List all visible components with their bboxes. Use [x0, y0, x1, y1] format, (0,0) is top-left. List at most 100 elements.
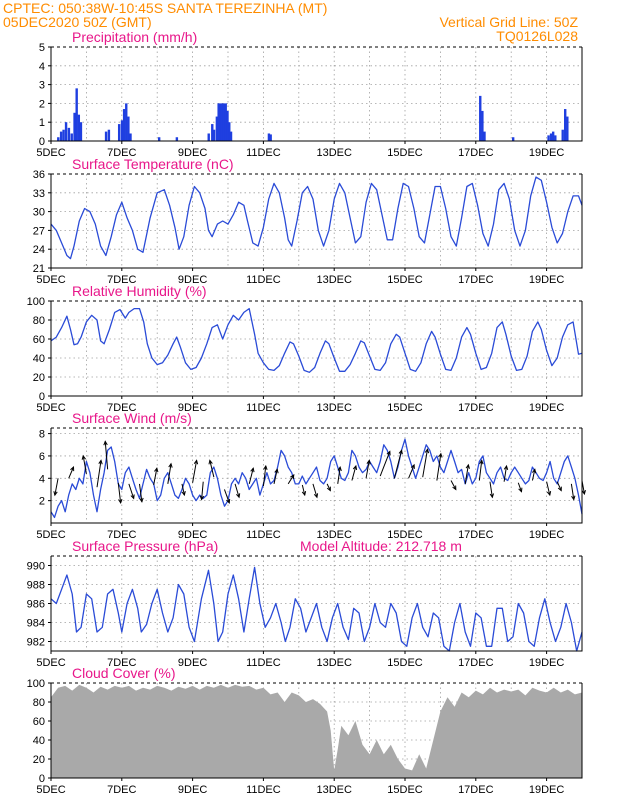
precip-bar — [549, 133, 553, 141]
temp-xtick-label: 17DEC — [458, 274, 494, 286]
wind-vector-head — [337, 465, 342, 472]
wind-vector-head — [438, 452, 443, 458]
wind-vector-shaft — [96, 460, 102, 488]
temp-series-line — [50, 176, 583, 260]
pressure-panel: 982 984 986 988 990 5DEC 7DEC 9DEC 11DEC 13DEC 15D… — [27, 538, 583, 669]
rh-xtick-label: 15DEC — [387, 402, 423, 414]
wind-vector-head — [546, 491, 552, 497]
wind-vector-head — [571, 495, 576, 501]
header-model-id: TQ0126L028 — [496, 28, 578, 44]
wind-xtick-label: 17DEC — [458, 529, 494, 541]
rh-ytick-label: 100 — [27, 296, 45, 308]
precip-bar — [566, 116, 569, 141]
wind-vector-shaft — [82, 455, 87, 474]
pressure-xtick-label: 11DEC — [246, 657, 281, 669]
wind-vector-head — [503, 464, 509, 470]
wind-xtick-label: 5DEC — [36, 529, 65, 541]
wind-vector-head — [139, 497, 144, 503]
wind-vector-head — [70, 466, 75, 472]
wind-vector-shaft — [531, 469, 536, 481]
precip-bar — [212, 129, 216, 141]
cloud-xtick-label: 9DEC — [178, 784, 207, 796]
temp-ytick-label: 30 — [33, 207, 45, 219]
cloud-xtick-label: 7DEC — [107, 784, 136, 796]
rh-xtick-label: 17DEC — [458, 402, 494, 414]
wind-xtick-label: 15DEC — [387, 529, 423, 541]
pressure-ytick-label: 990 — [27, 561, 45, 573]
temp-panel: 21 24 27 30 33 36 5DEC 7DEC 9DEC 11DEC 13DEC 15DEC 1… — [33, 156, 583, 286]
wind-vector-head — [208, 459, 213, 465]
panels: 0 1 2 3 4 5 5DEC 7DEC 9DEC 11DEC 13DEC 15DEC 17DEC 19… — [27, 29, 586, 796]
precip-frame — [50, 47, 583, 142]
pressure-xtick-label: 7DEC — [107, 657, 136, 669]
wind-vector-shaft — [128, 483, 135, 499]
wind-vector-shaft — [556, 481, 562, 491]
wind-vector-shaft — [379, 451, 391, 477]
cloud-area — [51, 684, 582, 778]
wind-vector-shaft — [262, 465, 267, 487]
precip-bar — [117, 124, 121, 141]
temp-xtick-label: 5DEC — [36, 274, 65, 286]
pressure-frame — [50, 556, 583, 652]
pressure-xtick-label: 9DEC — [178, 657, 207, 669]
wind-vector-head — [274, 468, 279, 474]
temp-xtick-label: 19DEC — [529, 274, 565, 286]
wind-vector-shaft — [301, 484, 306, 496]
precip-bar — [483, 131, 486, 141]
cloud-panel: 0 20 40 60 80 100 5DEC 7DEC 9DEC 11DEC 13DEC 15DEC 1… — [27, 665, 583, 796]
wind-vector-head — [290, 473, 295, 479]
wind-vector-shaft — [234, 483, 240, 498]
temp-ytick-label: 21 — [33, 263, 45, 275]
wind-xtick-label: 13DEC — [316, 529, 352, 541]
precip-bar — [561, 129, 564, 141]
wind-vector-head — [398, 449, 403, 455]
wind-vector-shaft — [54, 478, 59, 496]
rh-xtick-label: 7DEC — [107, 402, 136, 414]
wind-vector-shaft — [503, 465, 508, 482]
wind-vector-head — [479, 459, 484, 465]
precip-ytick-label: 2 — [39, 98, 45, 110]
rh-ytick-label: 40 — [33, 353, 45, 365]
cloud-frame — [50, 683, 583, 779]
wind-vector-shaft — [248, 468, 254, 485]
precip-bar — [547, 135, 550, 141]
wind-vector-shaft — [464, 464, 469, 484]
precip-xtick-label: 13DEC — [316, 147, 352, 159]
cloud-title: Cloud Cover (%) — [72, 665, 175, 681]
wind-title: Surface Wind (m/s) — [72, 410, 192, 426]
wind-xtick-label: 19DEC — [529, 529, 565, 541]
wind-ytick-label: 2 — [39, 496, 45, 508]
wind-vector-shaft — [517, 482, 522, 492]
precip-bar — [228, 122, 231, 141]
wind-vector-head — [154, 467, 159, 473]
rh-title: Relative Humidity (%) — [72, 283, 207, 299]
precip-bar — [125, 103, 128, 141]
precip-bar — [104, 131, 108, 141]
precip-bar — [224, 103, 227, 141]
precip-bar — [67, 127, 71, 141]
wind-vector-shaft — [450, 480, 457, 490]
precip-bar — [122, 109, 126, 141]
rh-series-line — [50, 307, 583, 373]
wind-vector-shaft — [117, 482, 122, 503]
precip-xtick-label: 11DEC — [246, 147, 281, 159]
pressure-title: Surface Pressure (hPa) — [72, 538, 218, 554]
wind-vector-shaft — [365, 460, 370, 479]
wind-vector-shaft — [68, 466, 74, 479]
precip-bar — [75, 88, 78, 141]
wind-vector-head — [531, 468, 537, 474]
temp-frame — [50, 174, 583, 269]
precip-bar — [267, 133, 271, 141]
temp-title: Surface Temperature (nC) — [72, 156, 234, 172]
wind-vector-head — [193, 459, 199, 465]
wind-vector-shaft — [337, 467, 341, 484]
precip-bar — [120, 120, 124, 141]
wind-vector-shaft — [223, 489, 230, 504]
rh-xtick-label: 9DEC — [178, 402, 207, 414]
precip-bar — [215, 116, 219, 141]
wind-vector-head — [199, 495, 205, 501]
wind-vector-head — [226, 498, 231, 504]
precip-bar — [564, 109, 567, 141]
cloud-ytick-label: 80 — [33, 697, 45, 709]
precip-xtick-label: 19DEC — [529, 147, 565, 159]
